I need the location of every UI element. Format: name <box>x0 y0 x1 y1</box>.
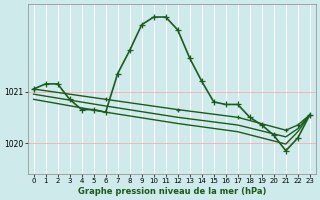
X-axis label: Graphe pression niveau de la mer (hPa): Graphe pression niveau de la mer (hPa) <box>77 187 266 196</box>
